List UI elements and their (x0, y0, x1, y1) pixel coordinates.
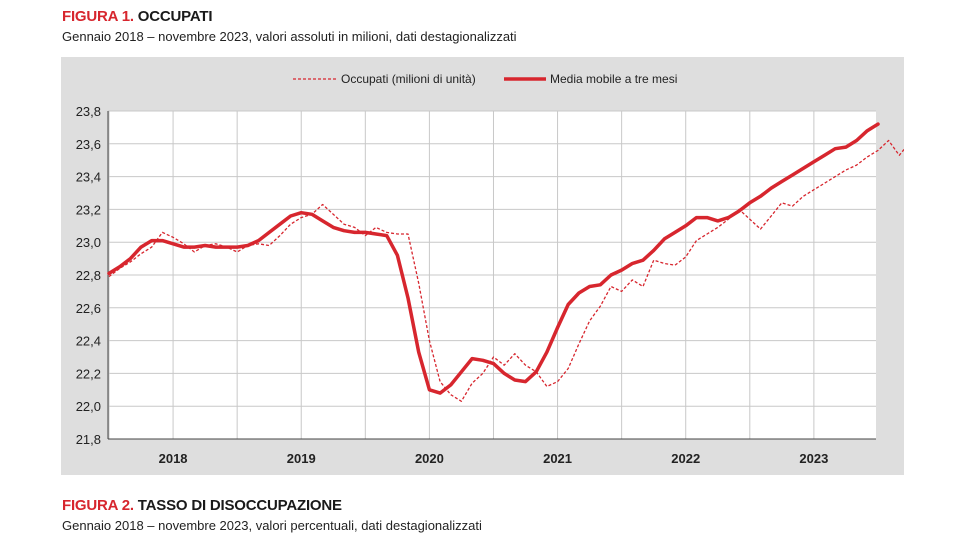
x-year-label: 2018 (159, 451, 188, 466)
y-tick-label: 22,2 (76, 366, 101, 381)
chart-panel: 21,8 22,0 22,2 22,4 22,6 22,8 23,0 23,2 23,4 23,6… (61, 57, 904, 475)
figure1-number: FIGURA 1. (62, 8, 134, 25)
figure1-title: OCCUPATI (137, 8, 213, 25)
legend-label-media-mobile: Media mobile a tre mesi (550, 72, 677, 86)
x-year-label: 2019 (287, 451, 316, 466)
y-tick-label: 22,4 (76, 334, 101, 349)
y-tick-label: 22,8 (76, 268, 101, 283)
y-tick-label: 21,8 (76, 432, 101, 447)
series-layer (107, 122, 904, 402)
x-year-label: 2020 (415, 451, 444, 466)
figure2-subtitle: Gennaio 2018 – novembre 2023, valori per… (62, 518, 482, 533)
x-axis-ticks: 2018 2019 2020 2021 2022 2023 (159, 451, 829, 466)
figure2-title: TASSO DI DISOCCUPAZIONE (137, 497, 342, 514)
legend-label-occupati: Occupati (milioni di unità) (341, 72, 476, 86)
x-year-label: 2023 (799, 451, 828, 466)
figure2-heading: FIGURA 2. TASSO DI DISOCCUPAZIONE (62, 497, 342, 514)
grid-lines (107, 110, 876, 440)
figure1-subtitle: Gennaio 2018 – novembre 2023, valori ass… (62, 29, 517, 44)
y-tick-label: 22,0 (76, 399, 101, 414)
occupati-line-chart: 21,8 22,0 22,2 22,4 22,6 22,8 23,0 23,2 23,4 23,6… (76, 72, 904, 466)
x-year-label: 2022 (671, 451, 700, 466)
figure2-number: FIGURA 2. (62, 497, 134, 514)
figure1-heading: FIGURA 1. OCCUPATI (62, 8, 213, 25)
y-tick-label: 23,8 (76, 104, 101, 119)
y-tick-label: 22,6 (76, 301, 101, 316)
y-tick-label: 23,0 (76, 235, 101, 250)
y-tick-label: 23,4 (76, 170, 101, 185)
legend: Occupati (milioni di unità) Media mobile… (293, 72, 677, 86)
x-year-label: 2021 (543, 451, 572, 466)
y-axis-ticks: 21,8 22,0 22,2 22,4 22,6 22,8 23,0 23,2 23,4 23,6… (76, 104, 101, 447)
series-media-mobile-line (107, 122, 880, 395)
y-tick-label: 23,6 (76, 137, 101, 152)
y-tick-label: 23,2 (76, 202, 101, 217)
